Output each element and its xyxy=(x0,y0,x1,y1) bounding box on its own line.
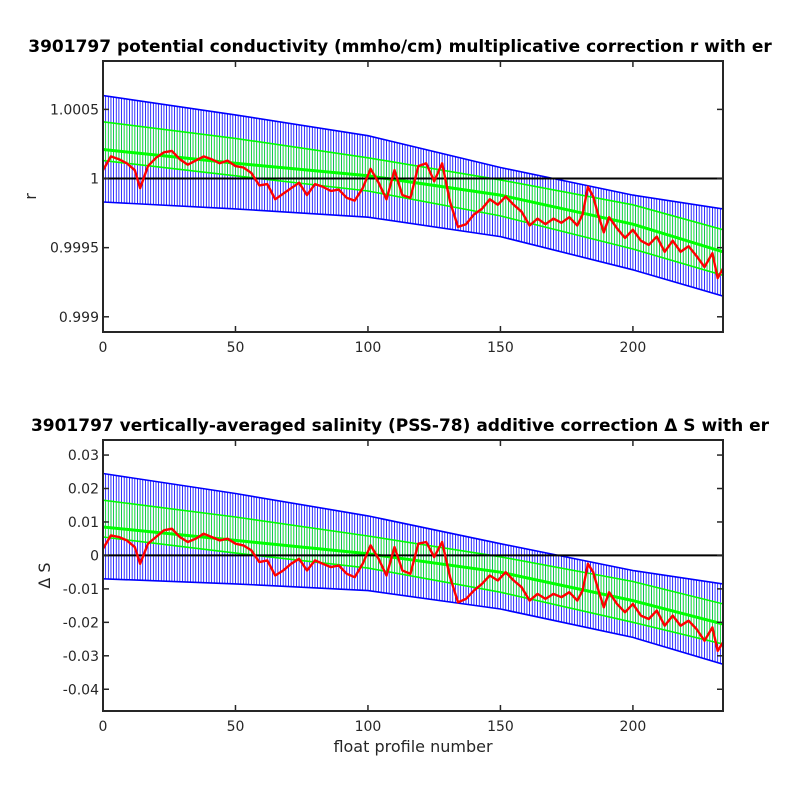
bottom-y-tick-label: -0.04 xyxy=(63,682,99,698)
bottom-x-axis: 0 50 100 150 200 xyxy=(99,440,647,735)
bottom-y-tick-label: -0.02 xyxy=(63,615,99,631)
bottom-y-axis: -0.04 -0.03 -0.02 -0.01 0 0.01 0.02 0.03 xyxy=(63,448,723,698)
bottom-blue-lower-envelope xyxy=(103,578,723,665)
bottom-x-tick-label: 0 xyxy=(99,719,108,735)
bottom-x-axis-label: float profile number xyxy=(333,737,493,756)
top-blue-lower-envelope xyxy=(103,201,723,297)
bottom-error-bands xyxy=(103,472,723,665)
top-subplot-title: 3901797 potential conductivity (mmho/cm)… xyxy=(28,37,772,57)
top-x-axis: 0 50 100 150 200 xyxy=(99,61,647,356)
bottom-y-tick-label: 0.01 xyxy=(68,515,99,531)
bottom-x-tick-label: 200 xyxy=(620,719,647,735)
top-y-tick-label: 0.999 xyxy=(59,310,99,326)
bottom-y-tick-label: 0.03 xyxy=(68,448,99,464)
top-blue-upper-envelope xyxy=(103,94,723,210)
bottom-y-tick-label: -0.03 xyxy=(63,649,99,665)
top-red-correction-line xyxy=(101,149,725,280)
bottom-y-axis-label: Δ S xyxy=(35,562,54,588)
bottom-x-tick-label: 150 xyxy=(487,719,514,735)
top-y-tick-label: 1.0005 xyxy=(50,102,99,118)
bottom-green-lower-line xyxy=(103,536,723,645)
bottom-subplot-title: 3901797 vertically-averaged salinity (PS… xyxy=(31,416,770,436)
top-subplot: 3901797 potential conductivity (mmho/cm)… xyxy=(21,37,772,356)
top-green-lower-line xyxy=(103,159,723,277)
top-green-upper-line xyxy=(103,121,723,231)
top-y-axis-label: r xyxy=(21,193,40,200)
top-y-axis: 0.999 0.9995 1 1.0005 xyxy=(50,102,723,326)
top-axes-frame xyxy=(102,60,724,333)
bottom-subplot: 3901797 vertically-averaged salinity (PS… xyxy=(31,416,770,756)
top-x-tick-label: 100 xyxy=(355,340,382,356)
bottom-y-tick-label: 0 xyxy=(90,548,99,564)
top-x-tick-label: 150 xyxy=(487,340,514,356)
top-correction-curve xyxy=(101,149,725,280)
bottom-correction-curve xyxy=(101,527,725,652)
bottom-blue-upper-envelope xyxy=(103,472,723,585)
bottom-y-tick-label: -0.01 xyxy=(63,582,99,598)
bottom-red-correction-line xyxy=(101,527,725,652)
top-x-tick-label: 50 xyxy=(227,340,245,356)
bottom-x-tick-label: 50 xyxy=(227,719,245,735)
bottom-axes-frame xyxy=(102,439,724,712)
bottom-y-tick-label: 0.02 xyxy=(68,482,99,498)
top-x-tick-label: 0 xyxy=(99,340,108,356)
top-error-bands xyxy=(103,94,723,297)
bottom-green-upper-line xyxy=(103,499,723,605)
top-x-tick-label: 200 xyxy=(620,340,647,356)
top-y-tick-label: 1 xyxy=(90,172,99,188)
bottom-x-tick-label: 100 xyxy=(355,719,382,735)
top-y-tick-label: 0.9995 xyxy=(50,241,99,257)
